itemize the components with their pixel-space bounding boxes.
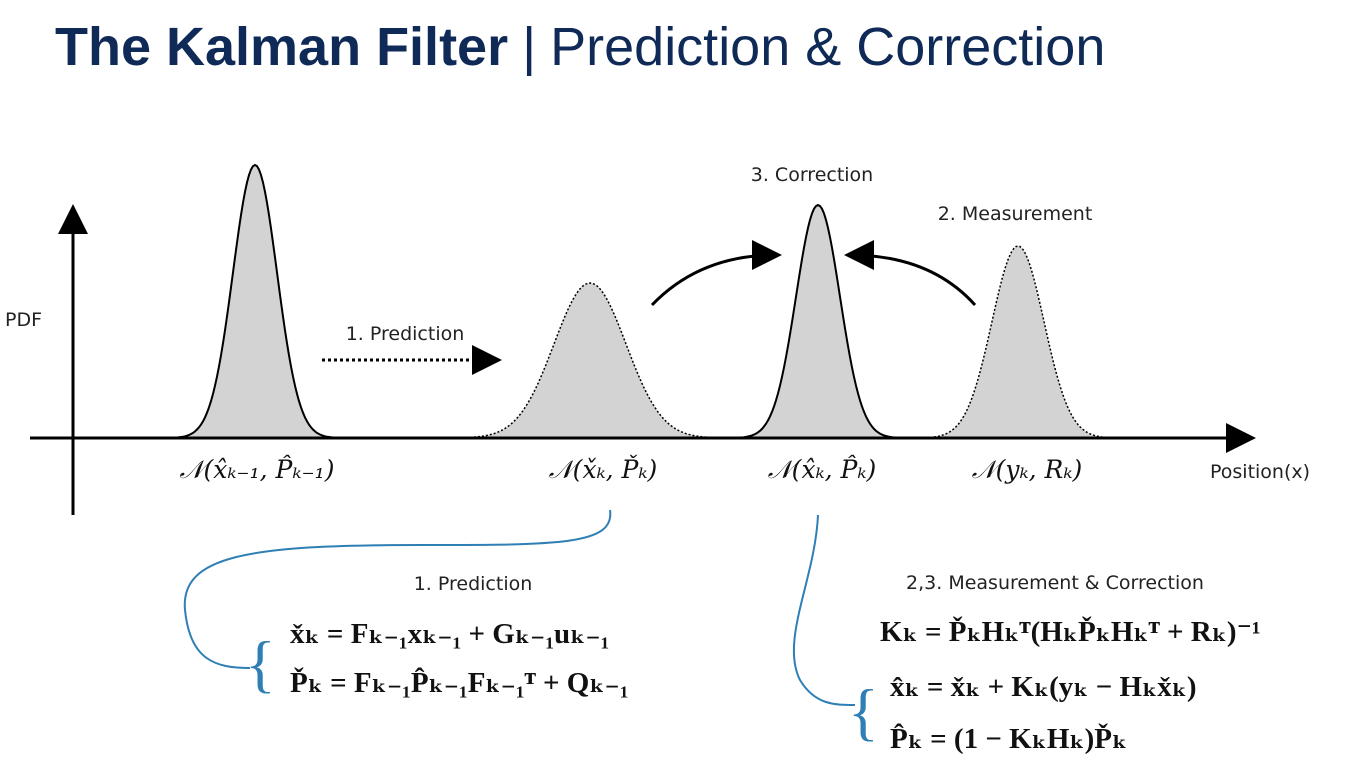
- slide-title: The Kalman Filter | Prediction & Correctio…: [55, 17, 1105, 77]
- equation: x̂ₖ = x̌ₖ + Kₖ(yₖ − Hₖx̌ₖ): [890, 671, 1197, 703]
- title-separator: |: [522, 17, 536, 77]
- distribution-label: 𝒩(yₖ, Rₖ): [972, 455, 1083, 484]
- equation: P̌ₖ = Fₖ₋₁P̂ₖ₋₁Fₖ₋₁ᵀ + Qₖ₋₁: [290, 666, 629, 699]
- bell-curve: [167, 163, 343, 439]
- equation: Kₖ = P̌ₖHₖᵀ(HₖP̌ₖHₖᵀ + Rₖ)⁻¹: [880, 615, 1261, 648]
- step-label: 1. Prediction: [346, 323, 465, 345]
- measurement-arrow: [844, 240, 977, 307]
- bell-curve: [446, 282, 734, 439]
- connector: [792, 514, 856, 706]
- equation: P̂ₖ = (1 − KₖHₖ)P̌ₖ: [890, 722, 1127, 755]
- equation: x̌ₖ = Fₖ₋₁xₖ₋₁ + Gₖ₋₁uₖ₋₁: [290, 618, 609, 650]
- step-label: 3. Correction: [751, 164, 873, 186]
- distribution-label: 𝒩(x̂ₖ₋₁, P̂ₖ₋₁): [180, 455, 335, 484]
- correction-arrow: [650, 240, 782, 307]
- connector: [183, 509, 612, 669]
- bell-curve: [914, 245, 1122, 439]
- x-axis-label: Position(x): [1210, 461, 1310, 483]
- distribution-label: 𝒩(x̂ₖ, P̂ₖ): [768, 455, 877, 484]
- step-label: 2. Measurement: [938, 203, 1093, 225]
- y-axis-label: PDF: [5, 309, 42, 331]
- distribution-curves: [167, 163, 1122, 439]
- distribution-label: 𝒩(x̌ₖ, P̌ₖ): [549, 455, 658, 484]
- brace: {: [848, 676, 879, 747]
- bell-curve: [730, 203, 906, 439]
- panel-heading: 2,3. Measurement & Correction: [906, 572, 1204, 594]
- panel-heading: 1. Prediction: [414, 573, 533, 595]
- title-rest: Prediction & Correction: [550, 17, 1105, 77]
- brace: {: [245, 628, 276, 699]
- title-bold: The Kalman Filter: [55, 17, 508, 77]
